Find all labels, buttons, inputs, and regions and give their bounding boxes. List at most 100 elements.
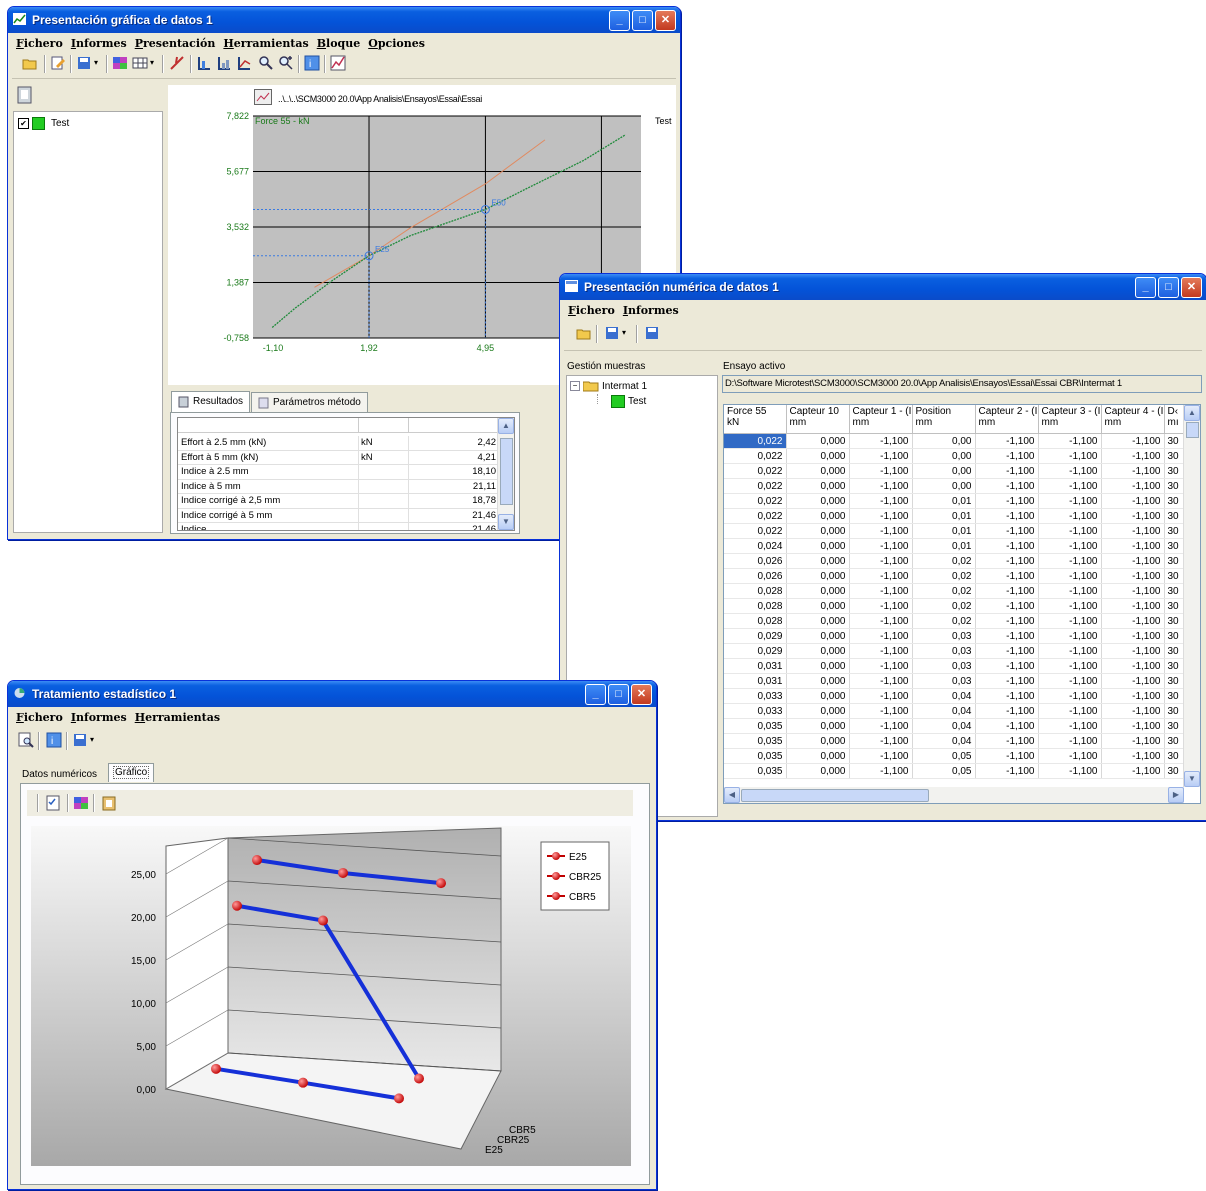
save-icon[interactable] xyxy=(72,732,88,748)
table-cell[interactable]: 0,05 xyxy=(912,763,976,779)
column-header[interactable]: Position mm xyxy=(912,405,976,434)
table-cell[interactable]: 0,00 xyxy=(912,448,976,464)
table-row[interactable]: 0,022 0,000 -1,100 0,01 -1,100 -1,100 -1,100 30 xyxy=(724,508,1185,524)
table-cell[interactable]: 30 xyxy=(1164,733,1185,749)
table-cell[interactable]: -1,100 xyxy=(1101,568,1165,584)
table-cell[interactable]: -1,100 xyxy=(1038,613,1102,629)
table-cell[interactable]: 0,000 xyxy=(786,718,850,734)
table-cell[interactable]: 0,02 xyxy=(912,568,976,584)
graphic-window-titlebar[interactable]: Presentación gráfica de datos 1 _ □ ✕ xyxy=(8,7,680,33)
table-cell[interactable]: -1,100 xyxy=(1101,628,1165,644)
table-cell[interactable]: -1,100 xyxy=(849,433,913,449)
table-cell[interactable]: 0,00 xyxy=(912,433,976,449)
table-cell[interactable]: -1,100 xyxy=(1101,553,1165,569)
column-header[interactable]: Force 55 kN xyxy=(724,405,787,434)
checklist-icon[interactable] xyxy=(45,795,61,811)
table-cell[interactable]: -1,100 xyxy=(849,673,913,689)
table-cell[interactable]: -1,100 xyxy=(849,688,913,704)
close-button[interactable]: ✕ xyxy=(631,684,652,705)
grid-horizontal-scrollbar[interactable]: ◀ ▶ xyxy=(724,787,1184,803)
tree-item-test[interactable]: ✔ Test xyxy=(18,117,69,130)
table-cell[interactable]: -1,100 xyxy=(975,493,1039,509)
table-cell[interactable]: -1,100 xyxy=(975,613,1039,629)
table-cell[interactable]: 30 xyxy=(1164,748,1185,764)
table-cell[interactable]: 30 xyxy=(1164,448,1185,464)
table-cell[interactable]: 0,000 xyxy=(786,478,850,494)
table-cell[interactable]: -1,100 xyxy=(1101,673,1165,689)
table-row[interactable]: 0,031 0,000 -1,100 0,03 -1,100 -1,100 -1,100 30 xyxy=(724,673,1185,689)
info-icon[interactable]: i xyxy=(304,55,320,71)
table-cell[interactable]: 0,000 xyxy=(786,733,850,749)
table-row[interactable]: 0,033 0,000 -1,100 0,04 -1,100 -1,100 -1,100 30 xyxy=(724,703,1185,719)
scroll-down-icon[interactable]: ▼ xyxy=(498,514,514,530)
table-cell[interactable]: -1,100 xyxy=(975,598,1039,614)
table-cell[interactable]: -1,100 xyxy=(975,643,1039,659)
table-cell[interactable]: 30 xyxy=(1164,673,1185,689)
minimize-button[interactable]: _ xyxy=(585,684,606,705)
table-cell[interactable]: -1,100 xyxy=(1101,493,1165,509)
table-cell[interactable]: 30 xyxy=(1164,643,1185,659)
table-cell[interactable]: 0,031 xyxy=(724,673,787,689)
chevron-down-icon[interactable]: ▾ xyxy=(622,328,627,337)
table-cell[interactable]: 30 xyxy=(1164,688,1185,704)
zoom-icon[interactable] xyxy=(258,55,274,71)
table-cell[interactable]: -1,100 xyxy=(1038,493,1102,509)
graph-type-icon[interactable] xyxy=(254,89,272,105)
table-cell[interactable]: 0,01 xyxy=(912,508,976,524)
table-cell[interactable]: -1,100 xyxy=(975,568,1039,584)
table-cell[interactable]: -1,100 xyxy=(975,433,1039,449)
table-cell[interactable]: 30 xyxy=(1164,538,1185,554)
table-cell[interactable]: -1,100 xyxy=(1038,433,1102,449)
table-cell[interactable]: 0,022 xyxy=(724,478,787,494)
menu-fichero[interactable]: Fichero xyxy=(568,304,615,317)
table-cell[interactable]: -1,100 xyxy=(1038,538,1102,554)
table-cell[interactable]: 30 xyxy=(1164,568,1185,584)
table-row[interactable]: 0,022 0,000 -1,100 0,00 -1,100 -1,100 -1,100 30 xyxy=(724,448,1185,464)
table-cell[interactable]: -1,100 xyxy=(1101,463,1165,479)
table-cell[interactable]: 0,000 xyxy=(786,508,850,524)
table-cell[interactable]: 0,035 xyxy=(724,748,787,764)
table-cell[interactable]: -1,100 xyxy=(849,568,913,584)
tab-parametros[interactable]: Parámetros método xyxy=(251,392,368,413)
menu-herramientas[interactable]: Herramientas xyxy=(223,37,309,50)
table-cell[interactable]: -1,100 xyxy=(849,613,913,629)
table-cell[interactable]: -1,100 xyxy=(1038,628,1102,644)
table-cell[interactable]: 0,033 xyxy=(724,688,787,704)
color-palette-icon[interactable] xyxy=(112,55,128,71)
maximize-button[interactable]: □ xyxy=(632,10,653,31)
menu-informes[interactable]: Informes xyxy=(622,304,679,317)
table-cell[interactable]: 0,022 xyxy=(724,493,787,509)
table-row[interactable]: 0,028 0,000 -1,100 0,02 -1,100 -1,100 -1,100 30 xyxy=(724,613,1185,629)
table-cell[interactable]: -1,100 xyxy=(849,628,913,644)
table-cell[interactable]: 0,000 xyxy=(786,703,850,719)
table-cell[interactable]: -1,100 xyxy=(1038,643,1102,659)
tree-item-intermat[interactable]: − Intermat 1 xyxy=(570,380,647,392)
grid-vertical-scrollbar[interactable]: ▲ ▼ xyxy=(1183,405,1200,787)
menu-fichero[interactable]: Fichero xyxy=(16,711,63,724)
table-cell[interactable]: -1,100 xyxy=(1038,508,1102,524)
table-cell[interactable]: 0,04 xyxy=(912,718,976,734)
table-cell[interactable]: 30 xyxy=(1164,553,1185,569)
minimize-button[interactable]: _ xyxy=(1135,277,1156,298)
table-cell[interactable]: -1,100 xyxy=(849,748,913,764)
table-row[interactable]: 0,022 0,000 -1,100 0,01 -1,100 -1,100 -1,100 30 xyxy=(724,493,1185,509)
table-cell[interactable]: 0,00 xyxy=(912,478,976,494)
table-cell[interactable]: -1,100 xyxy=(975,628,1039,644)
table-cell[interactable]: 0,02 xyxy=(912,553,976,569)
table-cell[interactable]: 30 xyxy=(1164,463,1185,479)
table-cell[interactable]: -1,100 xyxy=(1101,538,1165,554)
cursor-cross-icon[interactable] xyxy=(169,55,185,71)
table-cell[interactable]: 0,031 xyxy=(724,658,787,674)
table-cell[interactable]: -1,100 xyxy=(1101,478,1165,494)
column-header[interactable]: Capteur 4 - (I mm xyxy=(1101,405,1165,434)
table-cell[interactable]: -1,100 xyxy=(849,733,913,749)
table-cell[interactable]: 0,000 xyxy=(786,568,850,584)
table-cell[interactable]: 30 xyxy=(1164,613,1185,629)
scroll-left-icon[interactable]: ◀ xyxy=(724,787,740,803)
table-cell[interactable]: 30 xyxy=(1164,628,1185,644)
table-cell[interactable]: -1,100 xyxy=(1038,583,1102,599)
table-cell[interactable]: 0,000 xyxy=(786,583,850,599)
table-cell[interactable]: -1,100 xyxy=(975,508,1039,524)
table-row[interactable]: 0,035 0,000 -1,100 0,04 -1,100 -1,100 -1,100 30 xyxy=(724,733,1185,749)
table-cell[interactable]: 0,035 xyxy=(724,733,787,749)
